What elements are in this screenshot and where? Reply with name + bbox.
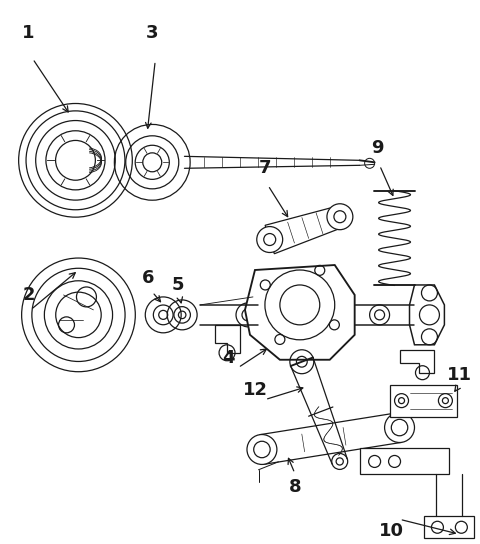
Polygon shape [409,285,444,345]
Text: 5: 5 [172,276,184,294]
Text: 3: 3 [146,24,158,42]
Polygon shape [245,265,355,360]
Polygon shape [399,350,434,373]
Text: 4: 4 [222,349,234,367]
Polygon shape [265,206,343,254]
Text: 12: 12 [242,381,267,399]
Polygon shape [260,413,402,464]
Text: 9: 9 [372,139,384,157]
Text: 7: 7 [259,159,271,177]
Text: 10: 10 [379,522,404,540]
Circle shape [247,435,277,465]
Circle shape [257,226,283,252]
Text: 8: 8 [288,478,301,496]
Polygon shape [360,448,449,474]
Text: 1: 1 [23,24,35,42]
Polygon shape [215,325,240,353]
Text: 6: 6 [142,269,155,287]
Polygon shape [424,516,474,538]
Circle shape [327,204,353,230]
Text: 11: 11 [447,366,472,384]
Bar [390,385,457,417]
Circle shape [384,412,415,442]
Text: 2: 2 [23,286,35,304]
